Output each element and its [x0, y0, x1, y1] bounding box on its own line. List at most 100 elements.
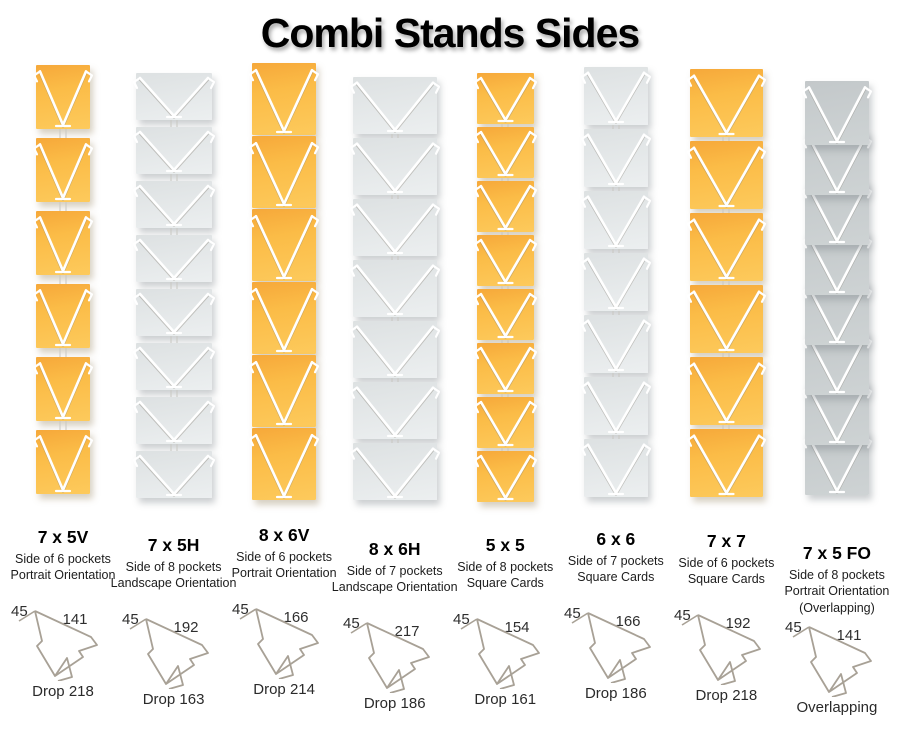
pocket-wire-icon: [32, 143, 94, 201]
dim-tick-line: [571, 612, 589, 624]
dim-tick-line: [792, 626, 810, 638]
connecting-rod: [501, 286, 509, 289]
stand-description-line: (Overlapping): [799, 600, 875, 615]
stand-column-6x6: 6 x 6 Side of 7 pockets Square Cards 45 1…: [561, 61, 671, 716]
pocket-card: [36, 284, 90, 348]
drop-label: Drop 161: [474, 691, 537, 708]
stand-description-line: Side of 6 pockets: [678, 556, 775, 570]
wire-profile-left-line: [144, 618, 167, 685]
dim-tick-line: [681, 614, 699, 626]
drop-label: Overlapping: [796, 699, 878, 716]
profile-diagram-drawing: 45 192: [122, 611, 209, 689]
pocket-card: [352, 77, 437, 134]
pocket: [686, 429, 766, 497]
pocket-card: [135, 181, 212, 228]
pocket-wire-icon: [249, 360, 320, 426]
profile-diagram-drawing: 45 192: [674, 607, 762, 685]
pocket: [349, 138, 440, 199]
pocket-wire-icon: [132, 454, 215, 497]
pocket: [473, 73, 537, 127]
stand-description-line: Portrait Orientation: [784, 584, 890, 599]
pocket: [132, 289, 215, 343]
wire-profile-line: [366, 622, 430, 693]
connecting-rod: [391, 439, 399, 443]
pocket-wire-icon: [580, 257, 651, 310]
pocket: [580, 129, 651, 191]
dim-tick-line: [239, 608, 257, 620]
pocket-stack: [8, 61, 118, 517]
pocket-card: [583, 191, 648, 249]
pocket-wire-icon: [686, 74, 766, 136]
combi-stands-sheet: Combi Stands Sides 7 x 5V Side of 6 pock…: [0, 10, 900, 716]
dim-length-label: 141: [62, 611, 87, 628]
pocket-wire-icon: [32, 289, 94, 347]
pocket-card: [476, 343, 534, 394]
pocket-card: [135, 73, 212, 120]
pocket: [132, 343, 215, 397]
pocket-wire-icon: [801, 86, 873, 144]
pocket: [32, 138, 94, 211]
pocket-wire-icon: [349, 325, 440, 377]
pocket-card: [583, 253, 648, 311]
pocket: [132, 127, 215, 181]
stand-description-line: Side of 8 pockets: [125, 560, 222, 574]
profile-diagram-drawing: 45 141: [11, 603, 98, 681]
pocket-card: [36, 357, 90, 421]
pocket-wire-icon: [580, 133, 651, 186]
connecting-rod: [612, 435, 620, 439]
pocket-wire-icon: [686, 362, 766, 424]
pocket-wire-icon: [686, 218, 766, 280]
pocket-wire-icon: [801, 236, 873, 294]
dim-45-label: 45: [453, 611, 470, 628]
profile-diagram-drawing: 45 166: [564, 605, 651, 683]
pocket-wire-icon: [801, 386, 873, 444]
connecting-rod: [170, 228, 178, 235]
stand-description: Side of 7 pockets Square Cards: [568, 553, 664, 603]
dim-length-label: 192: [173, 619, 198, 636]
pocket-wire-icon: [249, 68, 320, 134]
stand-column-8x6h: 8 x 6H Side of 7 pockets Landscape Orient…: [332, 61, 458, 716]
pocket-wire-icon: [473, 76, 537, 123]
dim-length-label: 192: [726, 615, 751, 632]
pocket-card: [135, 235, 212, 282]
connecting-rod: [170, 444, 178, 451]
pocket: [132, 181, 215, 235]
drop-label: Drop 186: [363, 695, 426, 712]
dim-length-label: 166: [284, 609, 309, 626]
wire-profile-line: [476, 618, 541, 689]
connecting-rod: [501, 178, 509, 181]
stand-title: 8 x 6H: [368, 539, 421, 559]
dim-tick-line: [129, 618, 146, 630]
pocket: [686, 357, 766, 429]
pocket-card: [252, 136, 317, 208]
pocket-card: [352, 382, 437, 439]
wire-profile-left-line: [586, 612, 609, 679]
dim-length-label: 166: [615, 613, 640, 630]
pocket-wire-icon: [580, 381, 651, 434]
pocket-wire-icon: [349, 264, 440, 316]
stand-description-line: Square Cards: [687, 572, 765, 587]
pocket-wire-icon: [132, 292, 215, 335]
connecting-rod: [170, 336, 178, 343]
wire-profile-line: [34, 610, 98, 681]
pocket-card: [135, 289, 212, 336]
wire-profile-line: [697, 614, 762, 685]
pocket: [249, 63, 320, 135]
pocket-wire-icon: [473, 184, 537, 231]
pocket-card: [476, 289, 534, 340]
stand-title: 7 x 7: [706, 531, 746, 551]
pocket-card: [689, 141, 763, 209]
pocket-wire-icon: [801, 436, 873, 494]
connecting-rod: [170, 282, 178, 289]
drop-label: Drop 218: [695, 687, 758, 704]
wire-profile-line: [145, 618, 209, 689]
dim-45-label: 45: [674, 607, 691, 624]
pocket-wire-icon: [349, 447, 440, 499]
pocket-card: [689, 213, 763, 281]
pocket-card: [476, 397, 534, 448]
pocket-wire-icon: [580, 443, 651, 496]
profile-diagram: 45 141 Drop 218: [11, 601, 115, 700]
pocket-card: [352, 260, 437, 317]
dim-45-label: 45: [122, 611, 139, 628]
connecting-rod: [391, 195, 399, 199]
